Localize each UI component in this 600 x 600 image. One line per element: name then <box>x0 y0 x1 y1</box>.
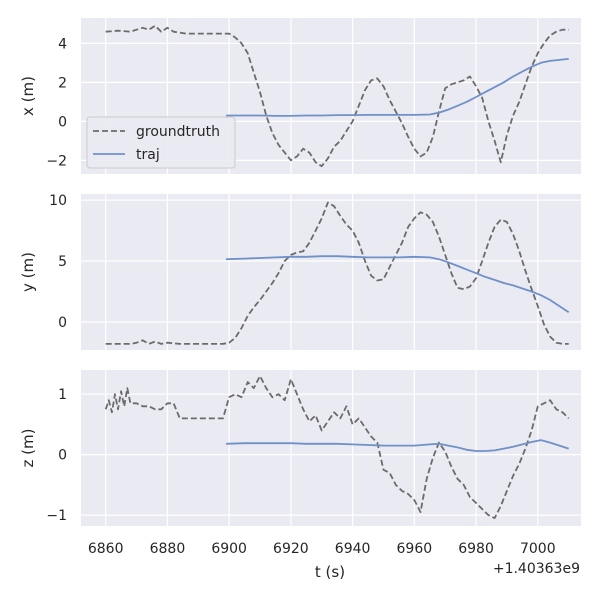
y-tick-label: 10 <box>49 193 67 209</box>
y-axis-label: y (m) <box>19 252 37 292</box>
y-tick-label: 2 <box>58 75 67 91</box>
y-tick-label: 5 <box>58 254 67 270</box>
series-groundtruth <box>105 201 569 345</box>
legend-label-groundtruth: groundtruth <box>136 124 220 140</box>
y-tick-label: 0 <box>58 315 67 331</box>
x-tick-label: 6920 <box>273 541 309 557</box>
series-traj <box>226 255 570 313</box>
x-tick-label: 6940 <box>335 541 371 557</box>
series-groundtruth <box>105 24 569 168</box>
x-tick-label: 6980 <box>458 541 494 557</box>
x-tick-label: 6860 <box>88 541 124 557</box>
legend-frame <box>86 116 236 169</box>
y-tick-label: 0 <box>58 114 67 130</box>
series-groundtruth <box>104 375 570 519</box>
legend: groundtruth traj <box>86 116 236 169</box>
plot-background <box>81 194 581 350</box>
panel-2: 0 5 10 y (m) <box>19 193 581 350</box>
x-tick-label: 6960 <box>397 541 433 557</box>
x-tick-label: 7000 <box>520 541 556 557</box>
x-axis-offset-label: +1.40363e9 <box>493 561 580 577</box>
y-tick-label: −2 <box>46 153 67 169</box>
y-tick-label: 0 <box>58 448 67 464</box>
series-traj <box>226 58 569 117</box>
x-axis-label: t (s) <box>315 563 345 581</box>
y-tick-label: −1 <box>46 508 67 524</box>
plot-background <box>81 370 581 526</box>
series-traj <box>226 439 569 452</box>
shared-x-axis: 6860 6880 6900 6920 6940 6960 6980 7000 <box>88 541 556 557</box>
y-axis-label: z (m) <box>19 429 37 468</box>
y-tick-label: 1 <box>58 387 67 403</box>
y-tick-label: 4 <box>58 36 67 52</box>
panels: −2 0 2 4 x (m) 0 5 10 y (m) −1 0 1 z (m) <box>19 18 581 526</box>
panel-3: −1 0 1 z (m) <box>19 370 581 526</box>
legend-label-traj: traj <box>136 147 160 163</box>
x-tick-label: 6900 <box>211 541 247 557</box>
y-axis-label: x (m) <box>19 76 37 116</box>
x-tick-label: 6880 <box>150 541 186 557</box>
